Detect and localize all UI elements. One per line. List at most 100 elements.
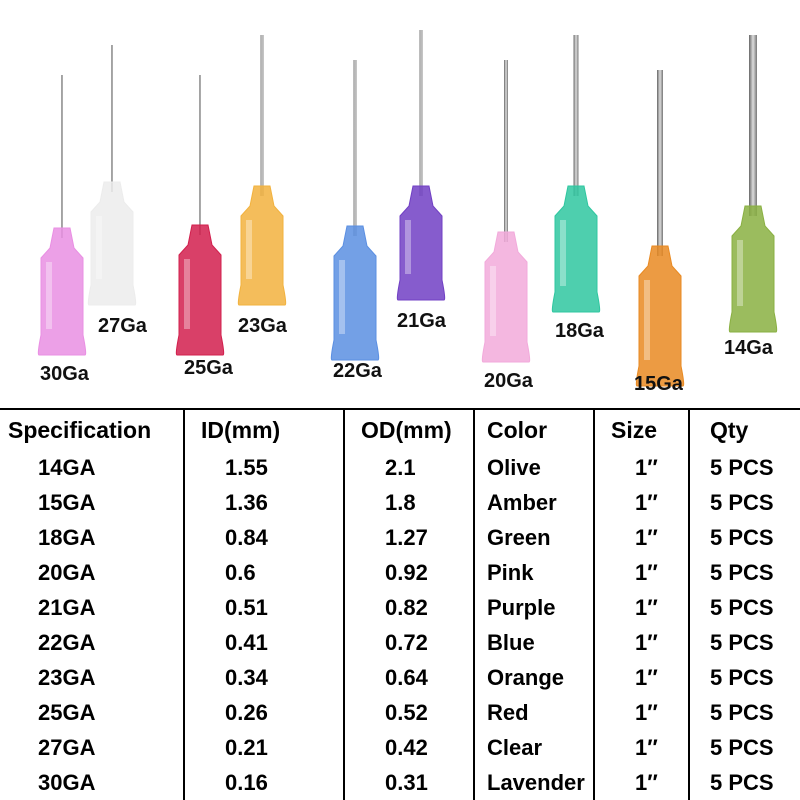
needle-label: 21Ga — [397, 310, 447, 332]
needle-label: 22Ga — [333, 360, 383, 382]
table-header: ID(mm) — [185, 410, 345, 450]
table-cell: 0.6 — [185, 555, 345, 590]
table-cell: 25GA — [0, 695, 185, 730]
table-cell: 0.92 — [345, 555, 475, 590]
table-cell: 0.34 — [185, 660, 345, 695]
table-cell: 5 PCS — [710, 699, 774, 725]
table-header: Color — [475, 410, 595, 450]
hub-highlight — [644, 280, 650, 360]
hub-highlight — [339, 260, 345, 334]
table-cell: 1″ — [595, 625, 690, 660]
hub-highlight — [46, 262, 52, 329]
table-cell: Red — [475, 695, 595, 730]
table-cell: 0.52 — [345, 695, 475, 730]
needle-shaft — [504, 60, 508, 242]
table-cell: 1″ — [595, 730, 690, 765]
needle-hub — [87, 181, 137, 306]
table-cell: Olive — [475, 450, 595, 485]
needle-shaft — [111, 45, 113, 192]
hub-highlight — [246, 220, 252, 279]
table-cell: 1″ — [595, 695, 690, 730]
table-cell: 5 PCS — [710, 559, 774, 585]
table-cell: Green — [475, 520, 595, 555]
needle-label: 14Ga — [724, 337, 774, 359]
needle-shaft — [61, 75, 63, 238]
table-cell: 1.27 — [345, 520, 475, 555]
table-cell: 1″ — [595, 590, 690, 625]
table-cell: 20GA — [0, 555, 185, 590]
hub-highlight — [405, 220, 411, 274]
needle-label: 18Ga — [555, 320, 605, 342]
table-cell: 22GA — [0, 625, 185, 660]
needle-shaft — [749, 35, 757, 216]
table-cell: 21GA — [0, 590, 185, 625]
table-cell: 0.64 — [345, 660, 475, 695]
needle-hub — [237, 185, 287, 306]
table-cell: 15GA — [0, 485, 185, 520]
needle-hub — [396, 185, 446, 301]
table-cell: Blue — [475, 625, 595, 660]
table-cell: 1″ — [595, 520, 690, 555]
hub-highlight — [490, 266, 496, 336]
table-cell: 23GA — [0, 660, 185, 695]
needle-label: 25Ga — [184, 357, 234, 379]
needle-shaft — [199, 75, 201, 235]
table-cell: 0.41 — [185, 625, 345, 660]
table-cell: 1″ — [595, 485, 690, 520]
table-cell: 1″ — [595, 555, 690, 590]
needle-label: 27Ga — [98, 315, 148, 337]
table-cell: 30GA — [0, 765, 185, 800]
needle-shaft — [353, 60, 357, 236]
table-cell: Lavender — [475, 765, 595, 800]
needle-hub — [330, 225, 380, 361]
spec-table: Specification ID(mm) OD(mm) Color Size Qty 14G… — [0, 408, 800, 800]
needle-hub — [175, 224, 225, 356]
hub-highlight — [737, 240, 743, 306]
needle-hub — [37, 227, 87, 356]
table-cell: 1.36 — [185, 485, 345, 520]
needle-hub — [481, 231, 531, 363]
table-cell: 5 PCS — [710, 664, 774, 690]
table-cell: 5 PCS — [710, 734, 774, 760]
table-cell: 1.8 — [345, 485, 475, 520]
table-cell: 0.21 — [185, 730, 345, 765]
hub-highlight — [96, 216, 102, 279]
table-cell: Pink — [475, 555, 595, 590]
table-cell: 14GA — [0, 450, 185, 485]
table-cell: 0.26 — [185, 695, 345, 730]
needle-label: 30Ga — [40, 363, 90, 385]
table-header: Qty — [710, 416, 749, 443]
needle-shaft — [419, 30, 423, 196]
hub-highlight — [184, 259, 190, 329]
table-cell: 5 PCS — [710, 629, 774, 655]
table-cell: 5 PCS — [710, 524, 774, 550]
table-header: OD(mm) — [345, 410, 475, 450]
table-cell: 5 PCS — [710, 594, 774, 620]
table-header: Specification — [0, 410, 185, 450]
table-cell: 1″ — [595, 765, 690, 800]
needle-shaft — [573, 35, 579, 196]
needle-shaft — [657, 70, 663, 256]
needle-hub — [551, 185, 601, 313]
table-cell: 18GA — [0, 520, 185, 555]
table-cell: Orange — [475, 660, 595, 695]
table-cell: 0.42 — [345, 730, 475, 765]
needle-hub — [728, 205, 778, 333]
table-cell: Purple — [475, 590, 595, 625]
table-cell: 0.72 — [345, 625, 475, 660]
table-cell: 0.16 — [185, 765, 345, 800]
table-cell: 0.51 — [185, 590, 345, 625]
table-cell: Amber — [475, 485, 595, 520]
table-cell: 0.84 — [185, 520, 345, 555]
needle-label: 23Ga — [238, 315, 288, 337]
table-cell: 0.82 — [345, 590, 475, 625]
table-cell: 1″ — [595, 660, 690, 695]
table-cell: 5 PCS — [710, 769, 774, 795]
needle-label: 15Ga — [634, 373, 684, 395]
table-cell: Clear — [475, 730, 595, 765]
table-cell: 0.31 — [345, 765, 475, 800]
needle-hub — [635, 245, 685, 387]
hub-highlight — [560, 220, 566, 286]
